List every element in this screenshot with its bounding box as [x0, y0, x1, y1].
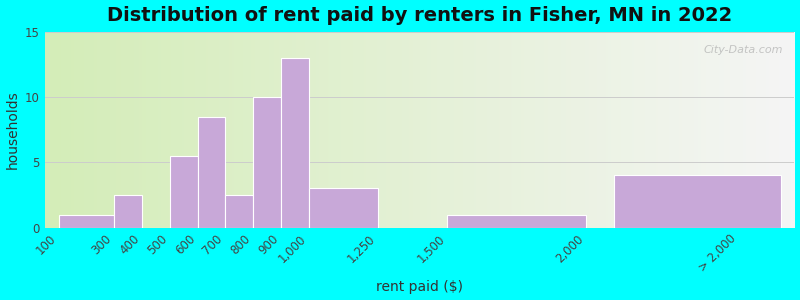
Bar: [170, 156, 198, 228]
Text: City-Data.com: City-Data.com: [704, 45, 783, 56]
Bar: [614, 176, 781, 228]
Bar: [58, 214, 114, 228]
Title: Distribution of rent paid by renters in Fisher, MN in 2022: Distribution of rent paid by renters in …: [107, 6, 732, 25]
Bar: [226, 195, 253, 228]
Bar: [198, 117, 226, 228]
X-axis label: rent paid ($): rent paid ($): [376, 280, 463, 294]
Y-axis label: households: households: [6, 90, 19, 169]
Bar: [309, 188, 378, 228]
Bar: [253, 97, 281, 228]
Bar: [281, 58, 309, 228]
Bar: [114, 195, 142, 228]
Bar: [447, 214, 586, 228]
